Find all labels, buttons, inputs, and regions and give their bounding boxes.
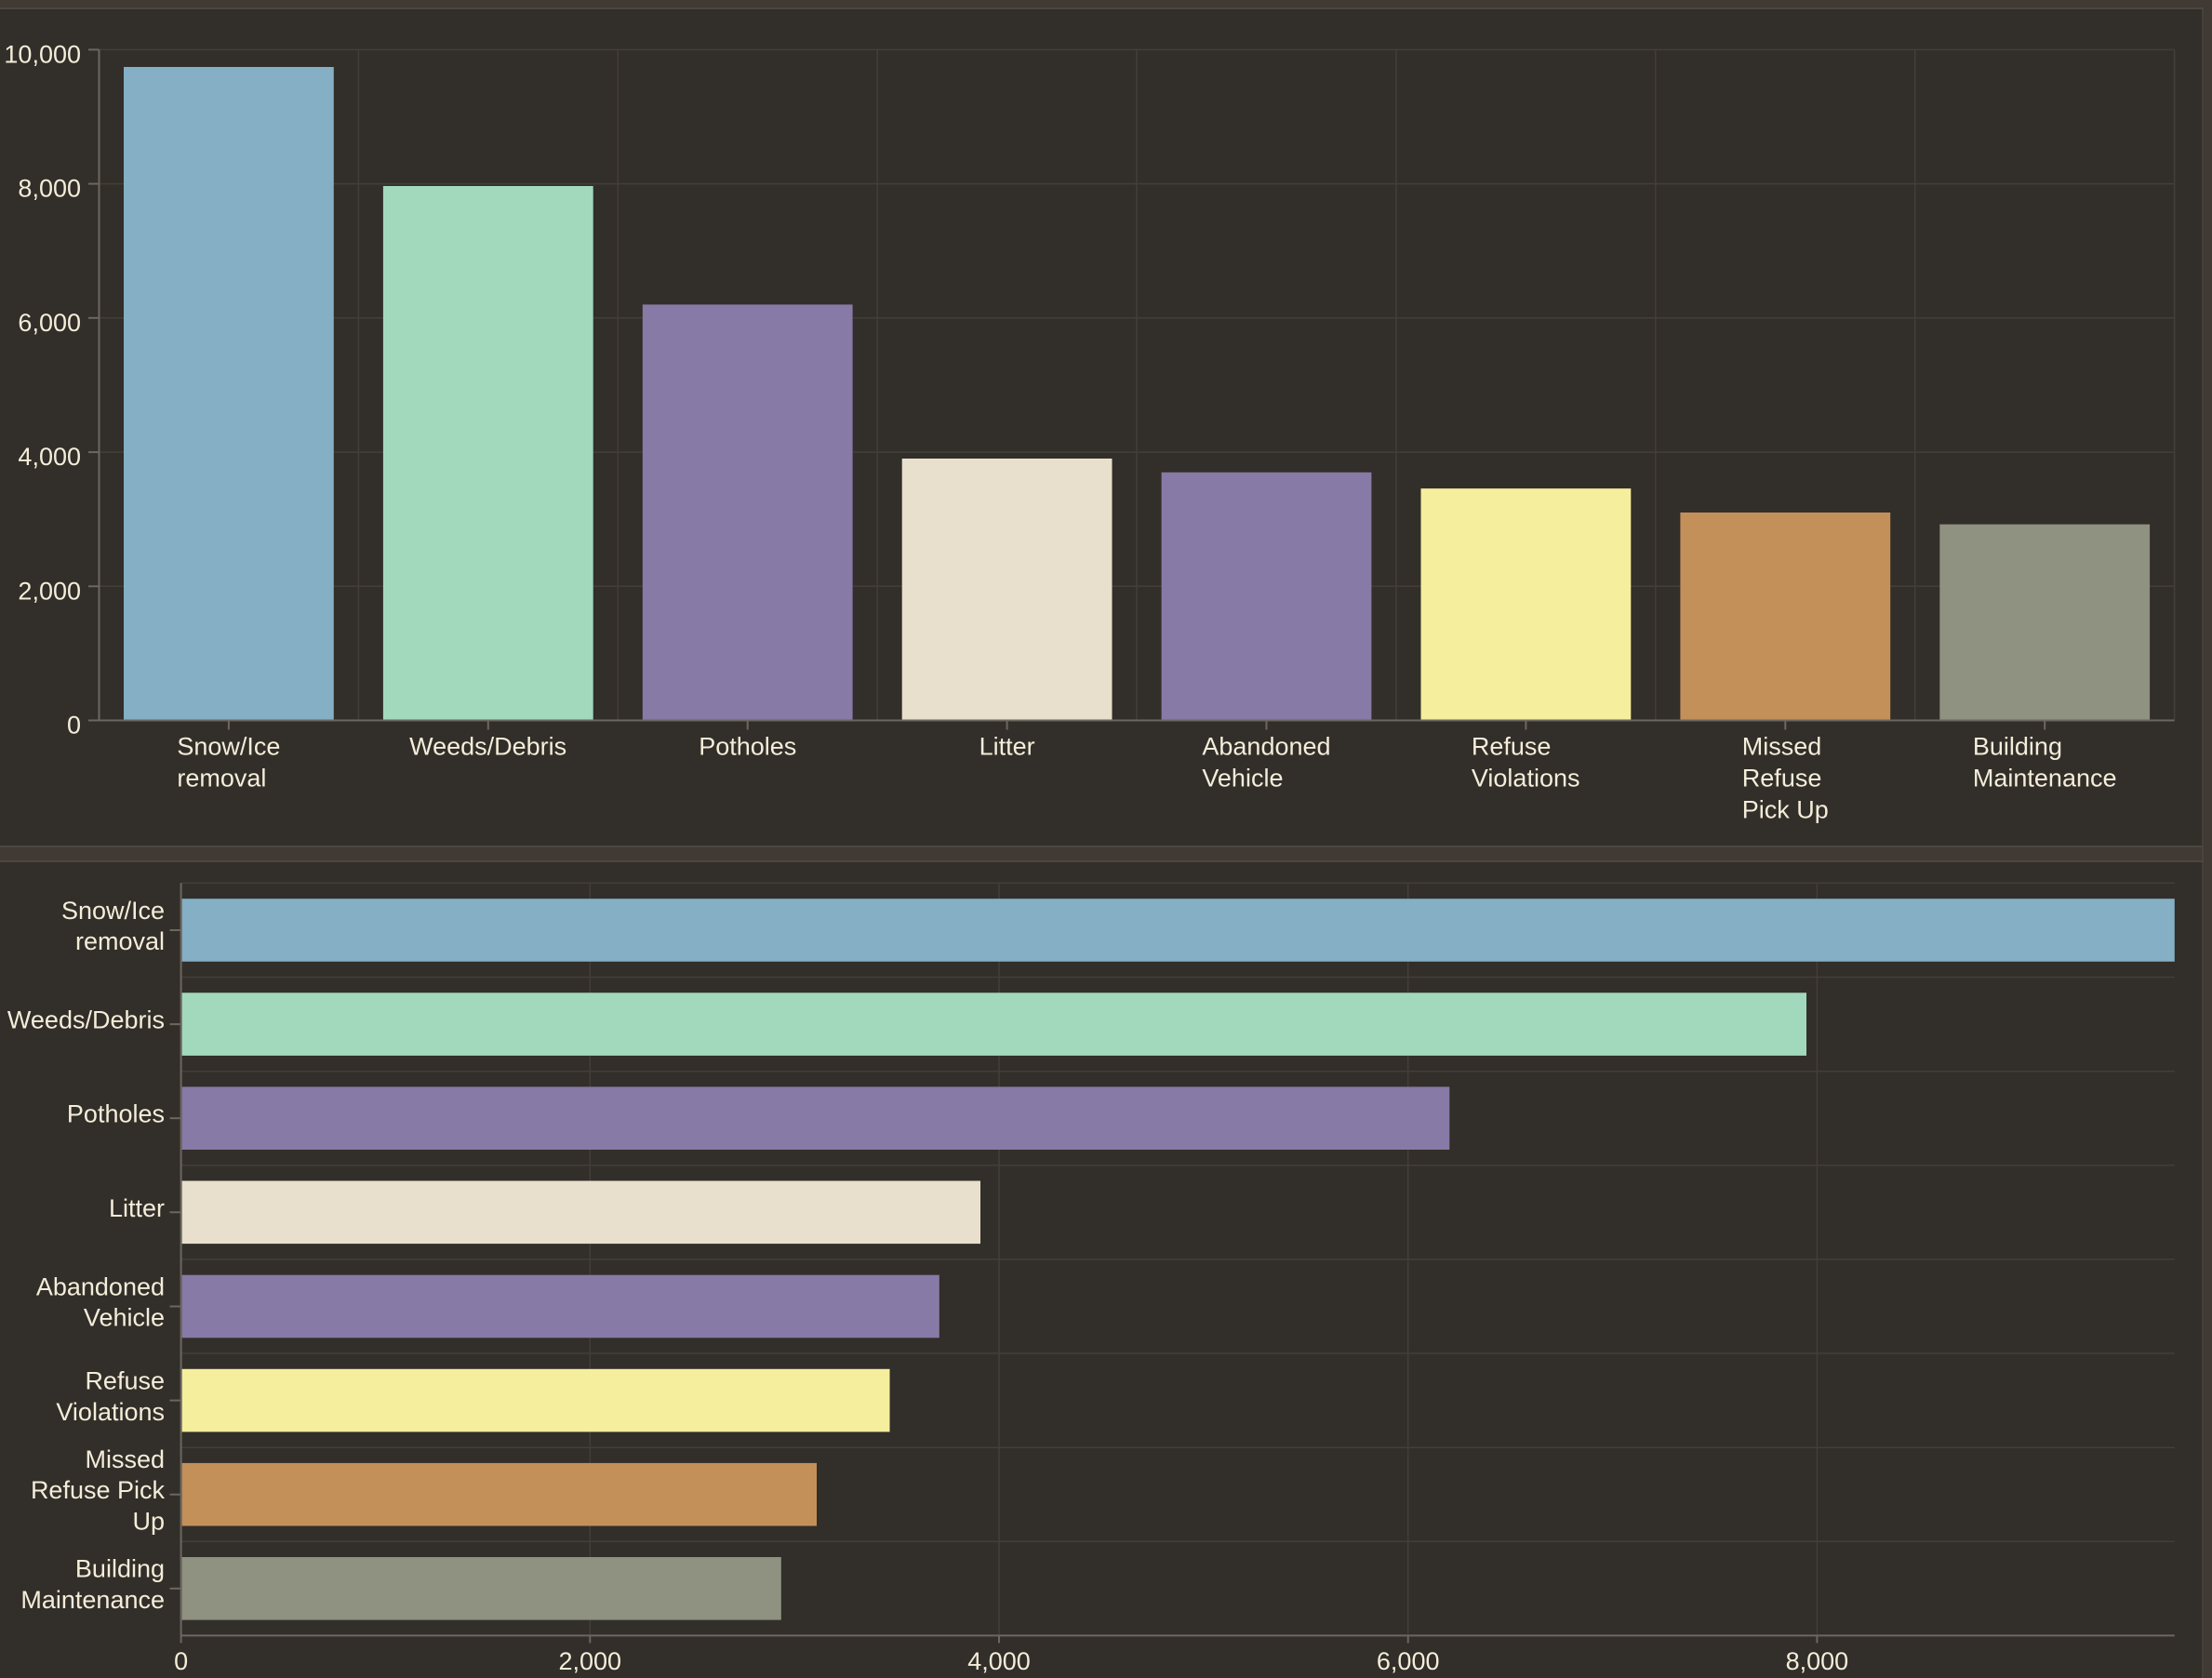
svg-text:2,000: 2,000: [18, 577, 81, 605]
svg-text:removal: removal: [75, 927, 165, 955]
svg-text:Snow/Ice: Snow/Ice: [177, 733, 280, 761]
svg-text:Refuse Pick: Refuse Pick: [31, 1476, 166, 1504]
svg-text:Abandoned: Abandoned: [1202, 733, 1330, 761]
svg-text:Abandoned: Abandoned: [36, 1272, 165, 1300]
svg-text:Vehicle: Vehicle: [84, 1304, 165, 1332]
svg-text:Building: Building: [1973, 733, 2062, 761]
svg-text:Up: Up: [132, 1508, 165, 1536]
svg-text:4,000: 4,000: [967, 1647, 1031, 1675]
svg-text:Missed: Missed: [85, 1445, 165, 1473]
svg-text:Maintenance: Maintenance: [1973, 765, 2117, 792]
svg-text:0: 0: [67, 712, 81, 739]
svg-text:Building: Building: [75, 1555, 165, 1583]
svg-text:Maintenance: Maintenance: [20, 1586, 165, 1614]
svg-text:Violations: Violations: [56, 1398, 165, 1426]
svg-text:Refuse: Refuse: [1742, 765, 1822, 792]
svg-text:6,000: 6,000: [1377, 1647, 1440, 1675]
svg-text:Violations: Violations: [1472, 765, 1580, 792]
svg-text:6,000: 6,000: [18, 309, 81, 337]
svg-text:Litter: Litter: [109, 1194, 165, 1222]
svg-text:2,000: 2,000: [559, 1647, 622, 1675]
svg-text:8,000: 8,000: [18, 175, 81, 203]
svg-text:Litter: Litter: [979, 733, 1035, 761]
svg-text:Pick Up: Pick Up: [1742, 796, 1829, 824]
svg-text:8,000: 8,000: [1786, 1647, 1849, 1675]
svg-text:Refuse: Refuse: [1472, 733, 1552, 761]
svg-text:Potholes: Potholes: [67, 1100, 165, 1128]
svg-text:Refuse: Refuse: [85, 1366, 165, 1394]
svg-text:Vehicle: Vehicle: [1202, 765, 1283, 792]
svg-text:10,000: 10,000: [4, 40, 81, 68]
svg-text:Weeds/Debris: Weeds/Debris: [7, 1006, 165, 1034]
svg-text:Missed: Missed: [1742, 733, 1822, 761]
svg-text:0: 0: [174, 1647, 188, 1675]
svg-text:4,000: 4,000: [18, 443, 81, 471]
svg-text:Weeds/Debris: Weeds/Debris: [409, 733, 566, 761]
svg-text:Snow/Ice: Snow/Ice: [61, 897, 165, 925]
svg-text:Potholes: Potholes: [699, 733, 796, 761]
svg-text:removal: removal: [177, 765, 266, 792]
